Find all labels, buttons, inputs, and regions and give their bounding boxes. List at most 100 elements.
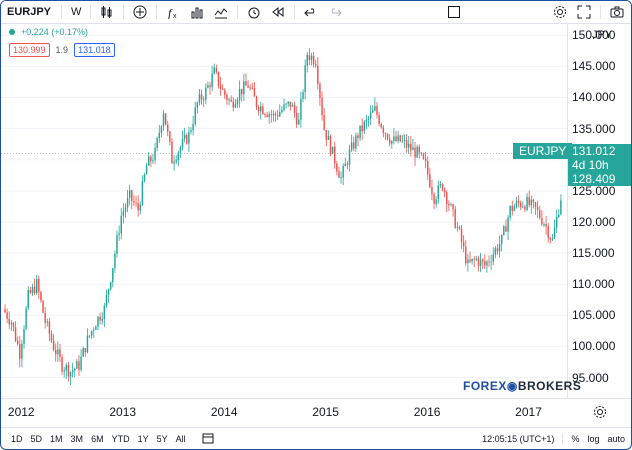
redo-icon[interactable] (327, 4, 343, 20)
candle-body (388, 139, 391, 144)
candle-body (393, 136, 395, 141)
fullscreen-box-icon[interactable] (446, 4, 462, 20)
interval-button[interactable]: W (71, 6, 82, 18)
camera-icon[interactable] (609, 4, 625, 20)
candle-body (116, 235, 118, 254)
candle-body (215, 67, 218, 72)
candle-body (477, 258, 480, 266)
candle-body (306, 55, 308, 66)
candle-body (372, 110, 374, 113)
candle-body (95, 326, 97, 330)
candle-body (19, 344, 21, 359)
candles-icon[interactable] (99, 4, 115, 20)
price-axis-label: 110.000 (572, 277, 615, 292)
candle-body (16, 340, 19, 345)
candle-body (494, 248, 497, 255)
candle-body (257, 107, 260, 112)
range-button[interactable]: 3M (70, 434, 84, 444)
range-button[interactable]: 5Y (156, 434, 168, 444)
range-button[interactable]: 1M (50, 434, 63, 444)
candle-body (513, 206, 516, 211)
candle-body (152, 160, 154, 162)
candle-body (207, 85, 209, 88)
compare-icon[interactable] (213, 4, 229, 20)
candle-body (52, 340, 55, 351)
axis-settings-icon[interactable] (593, 405, 607, 424)
toolbar-divider (90, 5, 92, 19)
candle-body (21, 343, 23, 359)
candle-body (298, 119, 300, 125)
candle-body (270, 114, 273, 116)
candle-body (462, 242, 465, 247)
candle-body (50, 334, 53, 341)
candle-body (137, 202, 139, 211)
candle-body (473, 258, 475, 260)
candle-body (534, 202, 537, 208)
candle-body (179, 147, 182, 153)
candle-body (38, 278, 40, 293)
range-button[interactable]: 1D (11, 434, 23, 444)
candle-body (325, 130, 328, 140)
log-toggle[interactable]: log (587, 434, 600, 444)
bid-price[interactable]: 130.999 (9, 43, 50, 57)
candle-body (340, 177, 342, 179)
candle-body (312, 55, 315, 65)
candle-body (526, 196, 528, 210)
candle-body (23, 328, 25, 344)
candle-body (192, 123, 194, 131)
candle-body (160, 126, 163, 133)
symbol-search[interactable]: EURJPY (7, 6, 52, 18)
candle-body (378, 115, 380, 125)
candle-body (158, 132, 161, 139)
ask-price[interactable]: 131.018 (74, 43, 115, 57)
candle-body (112, 268, 114, 283)
candle-body (530, 199, 533, 206)
clock-readout[interactable]: 12:05:15 (UTC+1) (482, 434, 555, 444)
price-axis-label: 105.000 (572, 308, 616, 323)
candle-body (367, 118, 370, 120)
candle-body (82, 348, 84, 357)
candle-body (205, 87, 207, 100)
range-button[interactable]: 1Y (137, 434, 149, 444)
candle-body (465, 246, 467, 264)
price-chart[interactable] (1, 23, 567, 398)
settings-icon[interactable] (552, 4, 568, 20)
candle-body (221, 88, 224, 90)
candle-body (181, 138, 184, 148)
add-indicator-icon[interactable] (132, 4, 148, 20)
candle-body (498, 244, 501, 252)
candle-body (490, 261, 492, 263)
candle-body (541, 217, 543, 225)
candle-body (399, 135, 401, 142)
candle-body (281, 109, 283, 113)
price-axis-label: 140.000 (572, 90, 616, 105)
candle-body (186, 134, 188, 144)
range-button[interactable]: All (175, 434, 186, 444)
time-axis[interactable]: 2012 2013 2014 2015 2016 2017 (1, 398, 631, 427)
range-button[interactable]: 5D (30, 434, 43, 444)
candle-body (139, 204, 142, 211)
svg-text:f: f (168, 6, 173, 19)
range-button[interactable]: 6M (91, 434, 104, 444)
candle-body (33, 286, 36, 294)
alert-icon[interactable] (246, 4, 262, 20)
price-axis-label: 135.000 (572, 121, 616, 136)
goto-date-icon[interactable] (202, 432, 214, 446)
candle-body (507, 217, 509, 232)
candle-body (300, 98, 302, 120)
undo-icon[interactable] (303, 4, 319, 20)
candle-body (143, 174, 146, 181)
candle-body (528, 196, 530, 206)
auto-toggle[interactable]: auto (607, 434, 625, 444)
candle-body (384, 133, 387, 134)
percent-toggle[interactable]: % (571, 434, 580, 444)
price-axis-label: 145.000 (572, 59, 616, 74)
price-axis[interactable]: JPY 150.000145.000140.000135.000130.0001… (567, 23, 631, 398)
replay-icon[interactable] (270, 4, 286, 20)
bar-chart-icon[interactable] (189, 4, 205, 20)
expand-icon[interactable] (576, 4, 592, 20)
range-button[interactable]: YTD (111, 434, 130, 444)
candle-body (496, 248, 499, 252)
